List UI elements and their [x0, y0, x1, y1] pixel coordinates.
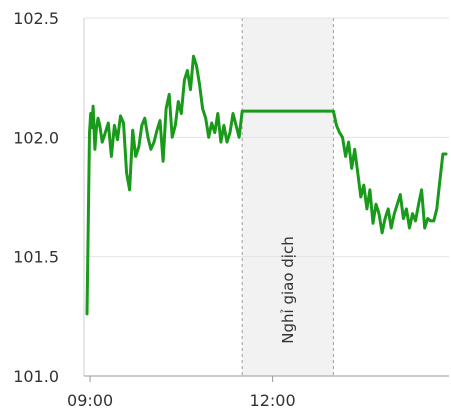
y-tick-label: 101.0	[13, 367, 59, 386]
break-band	[242, 18, 334, 376]
break-band-label: Nghỉ giao dịch	[279, 236, 297, 343]
y-tick-label: 101.5	[13, 248, 59, 267]
price-series-line	[85, 54, 448, 316]
y-tick-label: 102.0	[13, 128, 59, 147]
x-tick-label: 09:00	[67, 391, 113, 410]
x-tick-label: 12:00	[250, 391, 296, 410]
y-tick-label: 102.5	[13, 9, 59, 28]
